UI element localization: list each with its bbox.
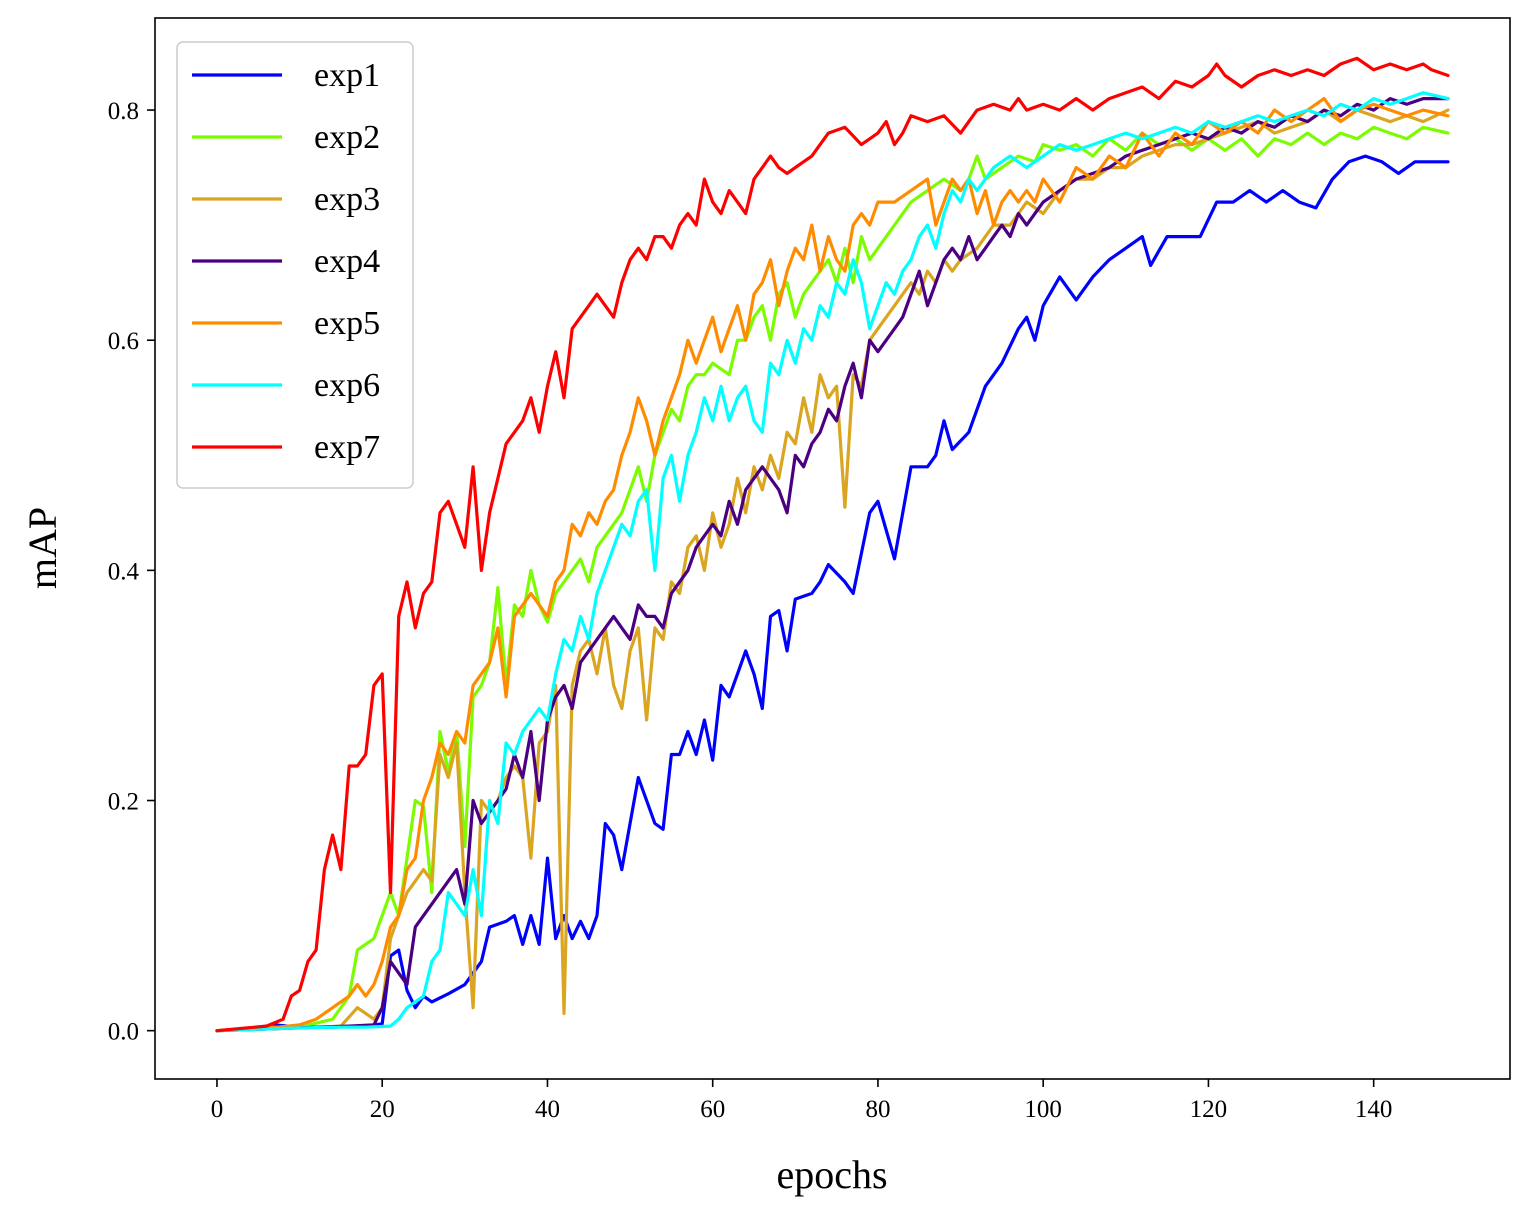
x-tick-label: 60: [700, 1096, 725, 1123]
x-tick-label: 120: [1190, 1096, 1228, 1123]
y-tick-label: 0.6: [108, 328, 139, 355]
x-tick-label: 100: [1024, 1096, 1062, 1123]
y-tick-label: 0.0: [108, 1019, 139, 1046]
y-tick-label: 0.2: [108, 789, 139, 816]
y-axis-label: mAP: [20, 507, 65, 589]
x-axis-label: epochs: [776, 1152, 887, 1197]
series-layer: [215, 56, 1450, 1033]
x-tick-label: 20: [370, 1096, 395, 1123]
series-line-exp4: [215, 97, 1450, 1033]
x-tick-label: 80: [865, 1096, 890, 1123]
series-line-exp5: [215, 97, 1450, 1033]
legend-label-exp5: exp5: [314, 305, 380, 342]
legend: exp1 exp2 exp3 exp4 exp5 exp6 exp7: [176, 41, 414, 489]
legend-label-exp1: exp1: [314, 57, 380, 94]
y-axis-ticks: 0.0 0.2 0.4 0.6 0.8: [108, 98, 155, 1046]
legend-label-exp7: exp7: [314, 429, 380, 466]
series-line-exp7: [215, 56, 1450, 1033]
y-tick-label: 0.4: [108, 558, 140, 585]
series-line-exp1: [215, 154, 1450, 1033]
x-axis-ticks: 0 20 40 60 80 100 120 140: [211, 1079, 1393, 1123]
x-tick-label: 140: [1355, 1096, 1393, 1123]
y-tick-label: 0.8: [108, 98, 139, 125]
legend-label-exp4: exp4: [314, 243, 380, 280]
legend-label-exp2: exp2: [314, 119, 380, 156]
series-line-exp6: [215, 91, 1450, 1033]
x-tick-label: 0: [211, 1096, 224, 1123]
x-tick-label: 40: [535, 1096, 560, 1123]
legend-label-exp3: exp3: [314, 181, 380, 218]
legend-label-exp6: exp6: [314, 367, 380, 404]
series-line-exp3: [215, 108, 1450, 1033]
legend-frame: [176, 41, 414, 489]
